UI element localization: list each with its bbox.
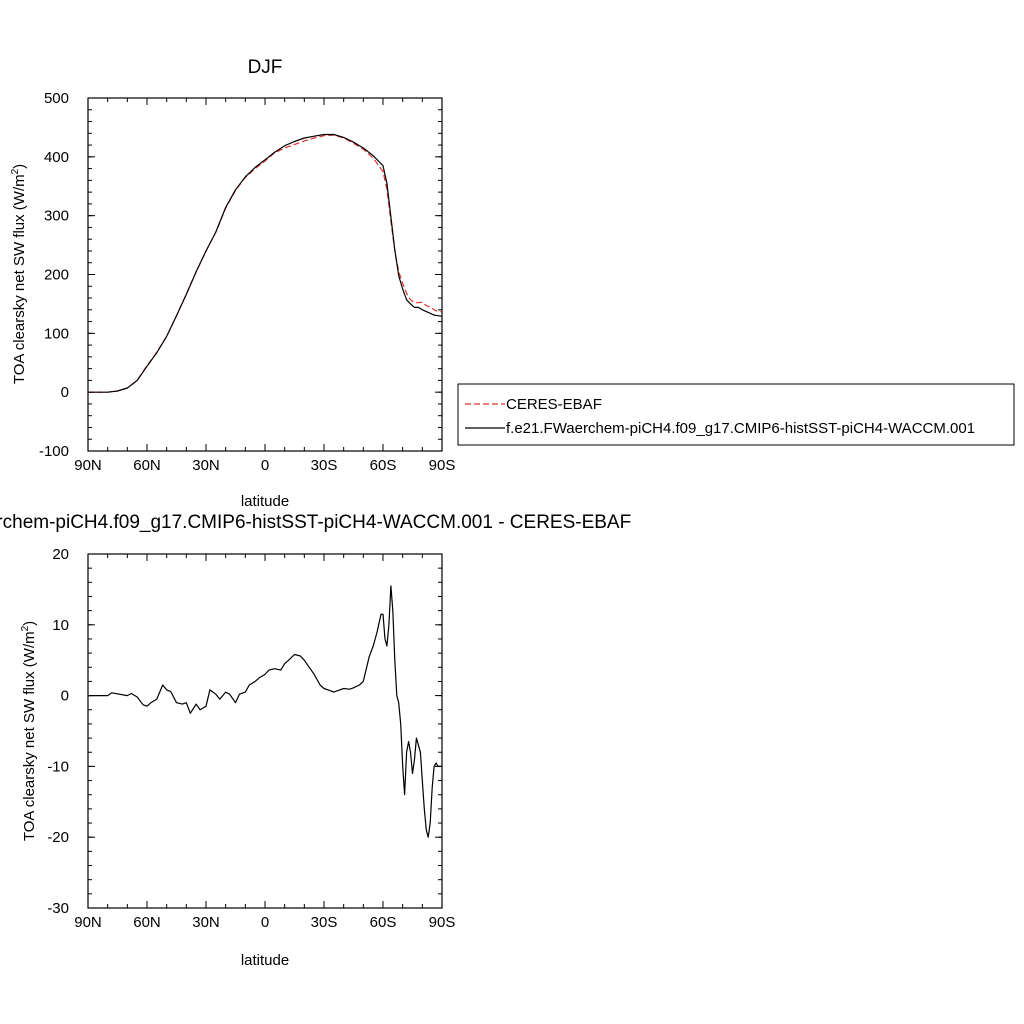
- y-tick-label: 10: [52, 617, 69, 634]
- x-tick-label: 30S: [311, 914, 338, 931]
- legend-box: [457, 383, 1015, 446]
- series-line-0: [88, 134, 442, 393]
- chart-title: DJF: [248, 57, 283, 78]
- y-tick-label: -100: [39, 443, 69, 460]
- y-tick-label: 100: [44, 325, 69, 342]
- x-tick-label: 0: [261, 914, 269, 931]
- x-tick-label: 60N: [133, 914, 161, 931]
- y-tick-label: 0: [61, 384, 69, 401]
- y-tick-label: -10: [47, 758, 69, 775]
- x-tick-label: 90S: [429, 914, 456, 931]
- series-lines: [88, 585, 442, 838]
- x-tick-label: 90S: [429, 457, 456, 474]
- x-tick-label: 0: [261, 457, 269, 474]
- y-tick-label: -30: [47, 900, 69, 917]
- x-tick-label: 60S: [370, 914, 397, 931]
- x-ticks: 90N 60N 30N 0 30S 60S 90S: [74, 98, 455, 474]
- x-axis-label: latitude: [241, 493, 289, 510]
- x-ticks: 90N 60N 30N 0 30S 60S 90S: [74, 554, 455, 931]
- x-tick-label: 60S: [370, 457, 397, 474]
- y-tick-label: 0: [61, 688, 69, 705]
- plot-frame: [87, 553, 443, 909]
- y-tick-label: 400: [44, 149, 69, 166]
- panel-top: DJF 90N 60N 30N 0 30S 60S 90S -100 0 100 200 300 40…: [10, 57, 455, 510]
- y-tick-label: 300: [44, 208, 69, 225]
- y-tick-label: 200: [44, 267, 69, 284]
- series-line-1: [88, 133, 443, 393]
- series-lines: [88, 133, 443, 393]
- y-ticks: -30 -20 -10 0 10 20: [47, 546, 442, 917]
- x-axis-label: latitude: [241, 952, 289, 969]
- x-tick-label: 30N: [192, 914, 220, 931]
- y-tick-label: 500: [44, 90, 69, 107]
- x-tick-label: 90N: [74, 457, 102, 474]
- panel-bottom: f.e21.FWaerchem-piCH4.f09_g17.CMIP6-hist…: [0, 512, 631, 969]
- x-tick-label: 30S: [311, 457, 338, 474]
- x-tick-label: 30N: [192, 457, 220, 474]
- y-ticks: -100 0 100 200 300 400 500: [39, 90, 442, 460]
- y-tick-label: -20: [47, 829, 69, 846]
- x-tick-label: 60N: [133, 457, 161, 474]
- y-tick-label: 20: [52, 546, 69, 563]
- series-line-0: [88, 585, 442, 838]
- y-axis-label: TOA clearsky net SW flux (W/m2): [10, 164, 28, 384]
- x-tick-label: 90N: [74, 914, 102, 931]
- legend-label-model: f.e21.FWaerchem-piCH4.f09_g17.CMIP6-hist…: [506, 420, 975, 437]
- legend: CERES-EBAF f.e21.FWaerchem-piCH4.f09_g17…: [457, 383, 1015, 446]
- legend-label-ceres: CERES-EBAF: [506, 396, 602, 413]
- plot-frame: [87, 97, 443, 452]
- chart-title-difference: f.e21.FWaerchem-piCH4.f09_g17.CMIP6-hist…: [0, 512, 631, 533]
- y-axis-label: TOA clearsky net SW flux (W/m2): [20, 621, 38, 841]
